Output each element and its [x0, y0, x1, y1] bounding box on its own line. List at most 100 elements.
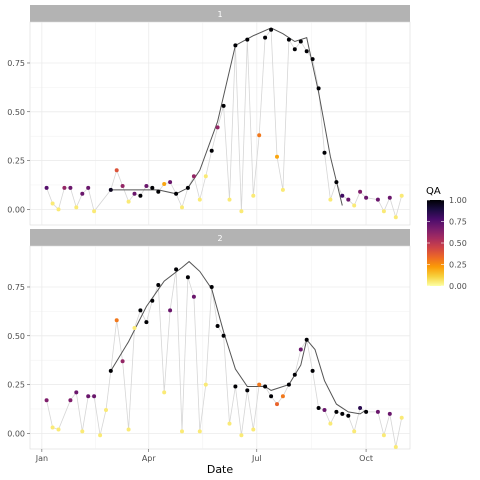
data-point: [292, 372, 297, 377]
data-point: [191, 294, 196, 299]
y-tick-label: 0.25: [7, 157, 25, 166]
data-point: [310, 57, 315, 62]
data-point: [233, 384, 238, 389]
facet-strip-label-1: 1: [217, 10, 222, 19]
facet-strip-1: [30, 5, 410, 22]
data-point: [86, 185, 91, 190]
x-tick-label: Jan: [35, 454, 48, 463]
data-point: [44, 185, 49, 190]
data-point: [80, 191, 85, 196]
legend-title: QA: [426, 186, 441, 197]
data-point: [126, 199, 131, 204]
x-axis: Jan Apr Jul Oct: [35, 449, 373, 463]
panel-2: 0.00 0.25 0.50 0.75: [7, 245, 411, 450]
data-point: [364, 409, 369, 414]
data-point: [156, 283, 161, 287]
data-point: [340, 411, 345, 416]
raw-series-line: [46, 28, 403, 219]
data-point: [185, 185, 190, 190]
data-point: [334, 409, 339, 414]
data-point: [310, 368, 315, 373]
data-point: [280, 394, 285, 399]
data-point: [399, 193, 404, 198]
data-point: [197, 197, 202, 202]
data-point: [375, 409, 380, 414]
panel-1: 0.00 0.25 0.50 0.75: [7, 21, 411, 226]
data-point: [239, 433, 244, 438]
legend-ticks: 1.00 0.75 0.50 0.25 0.00: [427, 196, 467, 291]
data-point: [286, 37, 291, 42]
data-point: [387, 411, 392, 416]
data-point: [263, 35, 268, 40]
facet-strip-2: [30, 229, 410, 246]
y-tick-label: 0.25: [7, 381, 25, 390]
data-point: [168, 308, 173, 313]
data-point: [168, 180, 173, 185]
data-point: [68, 185, 73, 190]
y-tick-label: 0.75: [7, 283, 25, 292]
data-point: [86, 394, 91, 399]
data-point: [114, 168, 119, 173]
legend-label: 1.00: [449, 196, 467, 205]
data-point: [150, 298, 155, 303]
x-tick-label: Oct: [359, 454, 373, 463]
data-point: [62, 185, 67, 190]
y-tick-label: 0.50: [7, 332, 25, 341]
data-point: [269, 27, 274, 32]
data-point: [340, 193, 345, 198]
data-point: [98, 433, 103, 438]
legend-label: 0.50: [449, 239, 467, 248]
data-point: [399, 415, 404, 420]
data-point: [263, 384, 268, 389]
data-point: [346, 413, 351, 418]
x-tick-label: Apr: [142, 454, 157, 463]
data-point: [185, 275, 190, 280]
data-point: [92, 394, 97, 399]
data-point: [221, 103, 226, 108]
data-point: [233, 43, 238, 48]
data-point: [257, 382, 262, 387]
data-point: [162, 390, 167, 395]
data-point: [203, 174, 208, 179]
data-point: [358, 189, 363, 194]
panel-background: [29, 21, 411, 226]
data-point: [298, 347, 303, 352]
data-point: [227, 421, 232, 426]
data-point: [132, 326, 137, 330]
data-point: [304, 49, 309, 54]
data-point: [251, 193, 256, 198]
data-point: [322, 150, 327, 155]
x-tick-label: Jul: [251, 454, 262, 463]
data-point: [393, 445, 398, 449]
data-point: [209, 148, 214, 153]
data-point: [180, 429, 184, 434]
data-point: [375, 197, 380, 202]
data-point: [269, 394, 274, 399]
data-point: [50, 425, 55, 430]
data-point: [104, 408, 108, 412]
data-point: [108, 187, 113, 192]
data-point: [328, 197, 333, 202]
data-point: [215, 324, 220, 328]
data-point: [132, 191, 137, 196]
data-point: [92, 209, 97, 214]
data-point: [174, 191, 179, 196]
data-point: [393, 215, 398, 220]
data-point: [381, 209, 386, 214]
data-point: [108, 368, 113, 373]
data-point: [239, 209, 244, 214]
data-point: [221, 333, 226, 338]
data-point: [316, 406, 321, 410]
smoothed-curve: [110, 260, 367, 415]
data-point: [138, 308, 143, 313]
data-point: [381, 433, 386, 438]
data-point: [162, 182, 167, 186]
data-point: [245, 388, 250, 393]
data-point: [74, 390, 79, 395]
data-point: [316, 86, 321, 91]
data-point: [364, 195, 369, 200]
data-point: [144, 184, 149, 188]
data-point: [387, 195, 392, 200]
data-point: [358, 406, 363, 410]
